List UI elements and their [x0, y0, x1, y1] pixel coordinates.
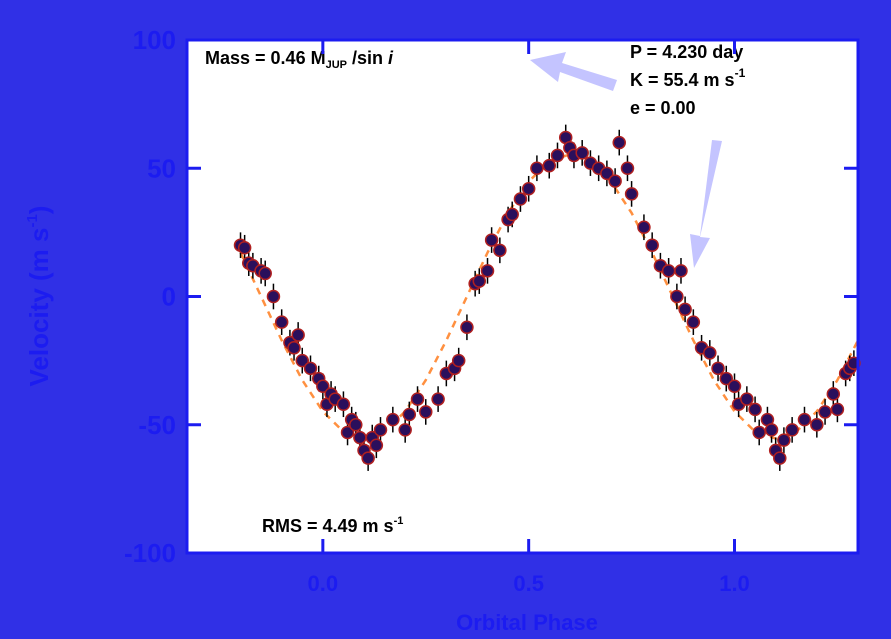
data-point: [484, 233, 499, 247]
data-point: [608, 174, 622, 188]
data-point: [748, 402, 762, 417]
data-point: [472, 274, 487, 288]
data-point: [460, 320, 474, 335]
data-point: [398, 423, 412, 437]
x-tick-label: 0.5: [513, 571, 544, 596]
data-point: [612, 135, 626, 150]
data-point: [349, 418, 363, 432]
data-point: [505, 207, 519, 222]
arrow: [690, 140, 722, 268]
data-point: [637, 220, 651, 234]
data-point: [386, 412, 400, 427]
data-point: [719, 371, 734, 386]
y-tick-label: 0: [162, 282, 176, 312]
data-point: [274, 315, 289, 329]
data-point: [237, 241, 252, 255]
data-point: [711, 361, 725, 376]
data-point: [419, 405, 433, 419]
y-tick-label: -100: [124, 538, 176, 568]
data-point: [752, 425, 766, 440]
eccentricity-annotation: e = 0.00: [630, 98, 696, 118]
period-annotation: P = 4.230 day: [630, 42, 743, 62]
data-point: [600, 166, 614, 181]
x-axis-label: Orbital Phase: [456, 610, 598, 635]
data-point: [361, 451, 375, 465]
data-point: [550, 148, 565, 163]
data-point: [678, 302, 692, 317]
data-point: [316, 379, 330, 394]
data-point: [513, 192, 528, 206]
data-point: [521, 182, 536, 196]
data-point: [369, 438, 384, 453]
data-point: [451, 353, 466, 368]
rms-annotation: RMS = 4.49 m s-1: [262, 515, 403, 536]
data-point: [777, 433, 791, 447]
plot-area: [187, 40, 858, 553]
data-point: [493, 243, 507, 258]
data-point: [266, 289, 281, 304]
data-point: [291, 328, 305, 342]
mass-annotation: Mass = 0.46 MJUP /sin i: [205, 48, 394, 71]
data-point: [773, 451, 787, 465]
data-point: [336, 397, 351, 411]
data-point: [826, 387, 841, 401]
data-point: [373, 423, 388, 437]
data-point: [480, 264, 495, 278]
data-point: [818, 405, 832, 419]
data-point: [686, 315, 701, 329]
data-point: [530, 161, 544, 175]
amplitude-annotation: K = 55.4 m s-1: [630, 66, 746, 90]
data-point: [764, 423, 779, 437]
data-point: [353, 430, 367, 445]
data-point: [303, 361, 318, 376]
data-point: [431, 392, 445, 406]
data-point: [575, 146, 589, 160]
data-point: [797, 412, 812, 427]
data-point: [670, 289, 684, 304]
x-tick-label: 0.0: [308, 571, 339, 596]
data-point: [703, 346, 717, 360]
data-point: [620, 161, 635, 175]
data-point: [740, 392, 754, 406]
data-point: [258, 266, 272, 281]
data-point: [624, 187, 639, 201]
data-point: [340, 425, 355, 440]
data-point: [295, 353, 310, 368]
data-point: [287, 341, 301, 355]
data-point: [542, 158, 557, 173]
data-point: [402, 407, 417, 422]
data-point: [410, 392, 425, 406]
y-axis-label: Velocity (m s-1): [24, 206, 54, 387]
data-point: [645, 238, 659, 252]
y-tick-label: -50: [138, 410, 176, 440]
x-tick-label: 1.0: [719, 571, 750, 596]
data-point: [810, 418, 824, 432]
data-point: [830, 402, 845, 417]
data-point: [674, 264, 688, 278]
y-tick-label: 100: [133, 25, 176, 55]
data-point: [727, 379, 742, 394]
data-point: [785, 423, 799, 437]
y-tick-label: 50: [147, 153, 176, 183]
arrow: [530, 52, 617, 91]
data-point: [661, 264, 676, 278]
